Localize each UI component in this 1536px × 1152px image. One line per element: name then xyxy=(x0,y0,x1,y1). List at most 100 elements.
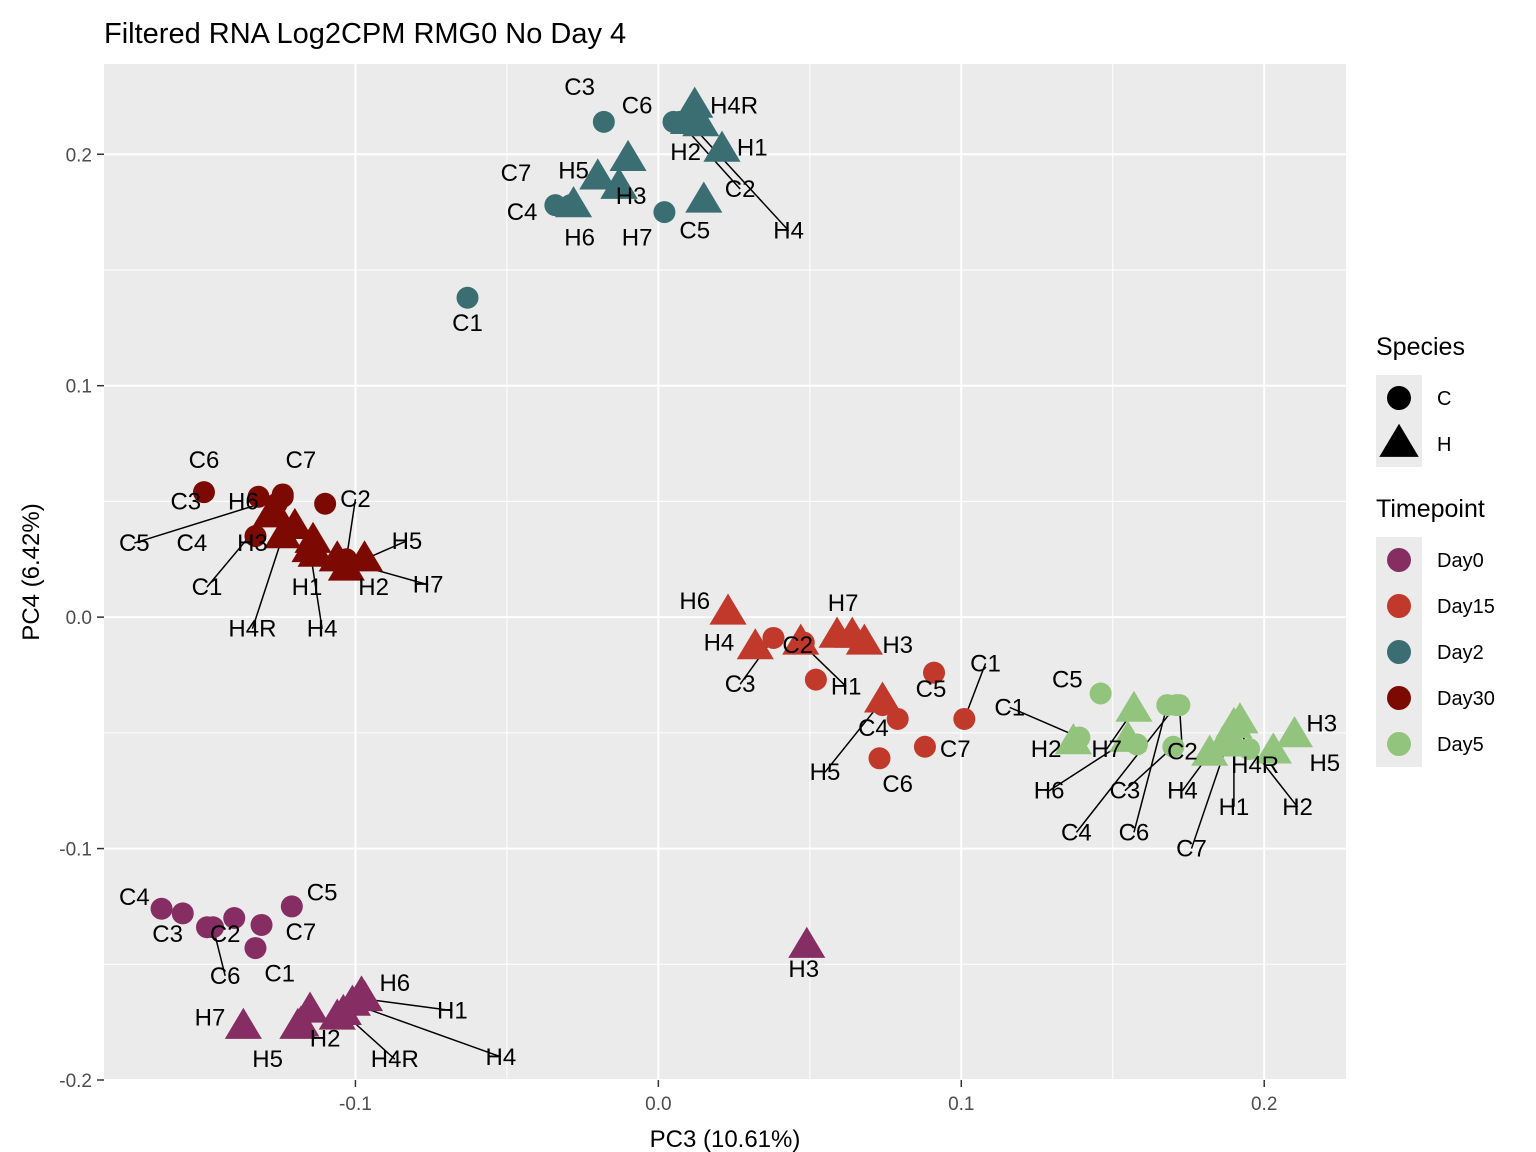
point-day5-c3 xyxy=(1162,735,1185,758)
point-label: C7 xyxy=(940,736,971,763)
point-label: H4 xyxy=(307,616,338,643)
point-day2-c5 xyxy=(653,201,676,224)
point-label: H7 xyxy=(413,572,444,599)
point-label: H3 xyxy=(616,183,647,210)
leader-line xyxy=(1133,704,1168,833)
legend-title: Species xyxy=(1376,333,1465,361)
leader-line xyxy=(352,1002,502,1058)
point-day2-x3 xyxy=(609,139,647,171)
legend-key-color xyxy=(1387,732,1411,756)
point-day2-x1 xyxy=(682,105,720,137)
point-day5-x12 xyxy=(1238,738,1261,761)
leader-line xyxy=(364,998,453,1012)
point-day2-h7 xyxy=(600,167,638,199)
point-day2-x2 xyxy=(685,181,723,213)
y-tick-label: 0.2 xyxy=(66,145,92,166)
legend-entry-label: Day30 xyxy=(1437,688,1495,710)
point-day2-c1 xyxy=(456,286,479,309)
point-label: C4 xyxy=(1061,819,1092,846)
point-label: H6 xyxy=(564,225,595,252)
point-label: H6 xyxy=(379,970,410,997)
point-label: C7 xyxy=(286,447,317,474)
legend-key-color xyxy=(1387,594,1411,618)
leader-line xyxy=(251,535,284,629)
point-day30-c4 xyxy=(244,525,267,548)
point-day0-h4 xyxy=(333,984,371,1016)
point-label: H7 xyxy=(1091,736,1122,763)
y-tick-label: 0.0 xyxy=(66,608,92,629)
point-label: C7 xyxy=(1176,836,1207,863)
point-label: H5 xyxy=(1309,750,1340,777)
point-label: C6 xyxy=(189,447,220,474)
point-day15-x9 xyxy=(886,707,909,730)
point-labels: C3 C6 H4R H1 H2 C2 H4 C5 C7 H5 H3 C4 H6 H7 C1 C6 C7 C3 H6 C… xyxy=(119,74,1340,1073)
point-day2-h1 xyxy=(703,130,741,162)
point-day2-c3 xyxy=(592,110,615,133)
point-day15-x8 xyxy=(818,616,856,648)
point-label: H6 xyxy=(228,488,259,515)
leader-line xyxy=(688,121,790,232)
legend-key-color xyxy=(1387,548,1411,572)
point-day5-h2 xyxy=(1215,706,1253,739)
point-day15-h6 xyxy=(709,593,747,625)
point-label: H6 xyxy=(679,588,710,615)
point-label: C1 xyxy=(264,961,295,988)
legend-key-color xyxy=(1387,640,1411,664)
point-label: H2 xyxy=(1282,794,1313,821)
point-day15-c5 xyxy=(923,661,946,684)
plot-panel xyxy=(104,64,1346,1080)
legend-entry-label: C xyxy=(1437,388,1451,410)
point-label: H4 xyxy=(485,1044,516,1071)
point-label: C2 xyxy=(1167,738,1198,765)
point-label: H4 xyxy=(1167,778,1198,805)
point-label: H5 xyxy=(810,759,841,786)
point-day15-h5 xyxy=(863,681,902,713)
point-label: H3 xyxy=(1306,711,1337,738)
point-label: H4 xyxy=(704,630,735,657)
point-label: C3 xyxy=(170,488,201,515)
point-label: C3 xyxy=(725,671,756,698)
x-axis-title: PC3 (10.61%) xyxy=(650,1126,801,1152)
point-day0-h3 xyxy=(788,926,826,958)
point-label: C2 xyxy=(782,632,813,659)
point-label: H2 xyxy=(1031,736,1062,763)
point-day15-x7 xyxy=(804,668,827,691)
point-label: C4 xyxy=(177,530,208,557)
point-label: C1 xyxy=(192,574,223,601)
point-day0-h7 xyxy=(224,1007,262,1039)
point-day30-x6 xyxy=(252,496,290,528)
point-day2-h6 xyxy=(554,186,593,218)
point-label: H3 xyxy=(882,632,913,659)
point-label: H4 xyxy=(773,218,804,245)
point-day0-h5 xyxy=(282,1005,320,1037)
point-label: C5 xyxy=(307,880,338,907)
point-label: C7 xyxy=(501,160,532,187)
point-label: H2 xyxy=(670,139,701,166)
point-label: C5 xyxy=(679,218,710,245)
point-day5-c5 xyxy=(1089,682,1112,705)
point-day2-h5 xyxy=(579,158,617,190)
y-axis-title: PC4 (6.42%) xyxy=(18,503,45,640)
point-label: H3 xyxy=(788,956,819,983)
legend-entry-label: Day0 xyxy=(1437,550,1484,572)
point-label: C4 xyxy=(858,715,889,742)
point-label: C4 xyxy=(119,884,150,911)
point-day0-c4 xyxy=(150,897,173,920)
legend-entry-label: H xyxy=(1437,434,1451,456)
point-label: H2 xyxy=(310,1025,341,1052)
point-day5-h6 xyxy=(1109,720,1147,752)
legend-key-color xyxy=(1387,686,1411,710)
chart-title: Filtered RNA Log2CPM RMG0 No Day 4 xyxy=(104,18,626,50)
point-day0-c2 xyxy=(223,906,246,929)
point-label: H5 xyxy=(392,528,423,555)
point-label: H4R xyxy=(228,616,276,643)
legend-entry-label: Day5 xyxy=(1437,734,1484,756)
point-day30-h5 xyxy=(345,540,384,572)
point-day5-h2 xyxy=(1054,723,1092,755)
y-tick-label: -0.2 xyxy=(59,1071,92,1092)
point-label: C3 xyxy=(564,74,595,101)
data-points xyxy=(150,86,1314,1039)
axis-ticks: -0.1 0.0 0.1 0.2 -0.2 -0.1 0.0 0.1 0.2 xyxy=(59,145,1277,1115)
point-day15-h4 xyxy=(736,628,774,660)
point-day0-c1 xyxy=(244,937,267,960)
